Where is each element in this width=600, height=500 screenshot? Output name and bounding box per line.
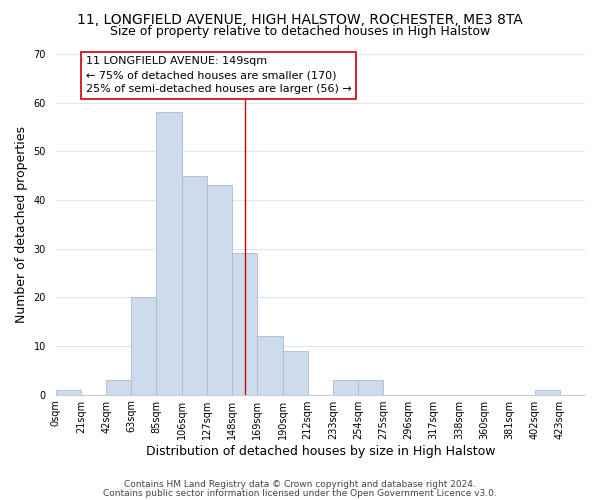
Y-axis label: Number of detached properties: Number of detached properties bbox=[15, 126, 28, 323]
Bar bbox=[106, 380, 131, 394]
Bar bbox=[207, 186, 232, 394]
Bar bbox=[283, 351, 308, 395]
Bar bbox=[232, 254, 257, 394]
Bar bbox=[333, 380, 358, 394]
X-axis label: Distribution of detached houses by size in High Halstow: Distribution of detached houses by size … bbox=[146, 444, 495, 458]
Bar bbox=[535, 390, 560, 394]
Text: 11 LONGFIELD AVENUE: 149sqm
← 75% of detached houses are smaller (170)
25% of se: 11 LONGFIELD AVENUE: 149sqm ← 75% of det… bbox=[86, 56, 352, 94]
Text: Contains public sector information licensed under the Open Government Licence v3: Contains public sector information licen… bbox=[103, 488, 497, 498]
Text: 11, LONGFIELD AVENUE, HIGH HALSTOW, ROCHESTER, ME3 8TA: 11, LONGFIELD AVENUE, HIGH HALSTOW, ROCH… bbox=[77, 12, 523, 26]
Text: Contains HM Land Registry data © Crown copyright and database right 2024.: Contains HM Land Registry data © Crown c… bbox=[124, 480, 476, 489]
Text: Size of property relative to detached houses in High Halstow: Size of property relative to detached ho… bbox=[110, 25, 490, 38]
Bar bbox=[56, 390, 81, 394]
Bar bbox=[157, 112, 182, 394]
Bar bbox=[358, 380, 383, 394]
Bar bbox=[182, 176, 207, 394]
Bar bbox=[131, 298, 157, 394]
Bar bbox=[257, 336, 283, 394]
